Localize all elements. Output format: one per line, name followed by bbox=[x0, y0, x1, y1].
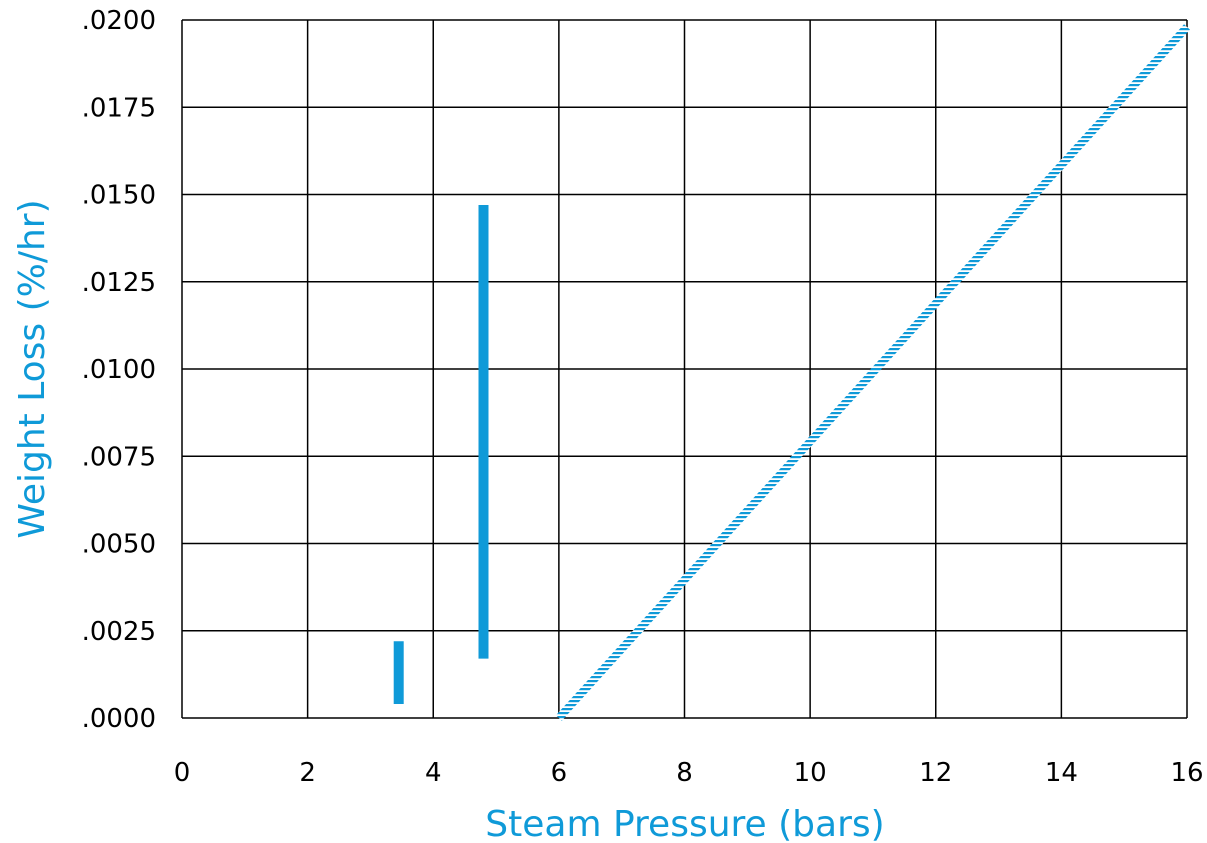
y-tick-label: .0025 bbox=[82, 617, 156, 647]
x-tick-label: 2 bbox=[299, 758, 316, 788]
x-tick-label: 4 bbox=[425, 758, 442, 788]
x-tick-label: 6 bbox=[551, 758, 568, 788]
x-tick-label: 10 bbox=[794, 758, 827, 788]
x-tick-label: 16 bbox=[1170, 758, 1203, 788]
y-tick-label: .0000 bbox=[82, 704, 156, 734]
y-tick-label: .0200 bbox=[82, 6, 156, 36]
x-tick-label: 14 bbox=[1045, 758, 1078, 788]
y-tick-label: .0075 bbox=[82, 442, 156, 472]
x-tick-label: 8 bbox=[676, 758, 693, 788]
x-tick-label: 0 bbox=[174, 758, 191, 788]
trend-line bbox=[555, 24, 1190, 721]
y-tick-label: .0100 bbox=[82, 355, 156, 385]
y-axis-ticks: .0000 .0025 .0050 .0075 .0100 .0125 .0150 .0175… bbox=[82, 6, 156, 734]
y-axis-label: Weight Loss (%/hr) bbox=[12, 199, 53, 538]
x-axis-ticks: 0 2 4 6 8 10 12 14 16 bbox=[174, 758, 1204, 788]
x-axis-label: Steam Pressure (bars) bbox=[485, 804, 884, 843]
y-tick-label: .0125 bbox=[82, 268, 156, 298]
x-tick-label: 12 bbox=[919, 758, 952, 788]
y-tick-label: .0175 bbox=[82, 93, 156, 123]
grid bbox=[181, 19, 1188, 719]
plot-marks bbox=[393, 24, 1190, 721]
y-tick-label: .0150 bbox=[82, 181, 156, 211]
y-tick-label: .0050 bbox=[82, 530, 156, 560]
